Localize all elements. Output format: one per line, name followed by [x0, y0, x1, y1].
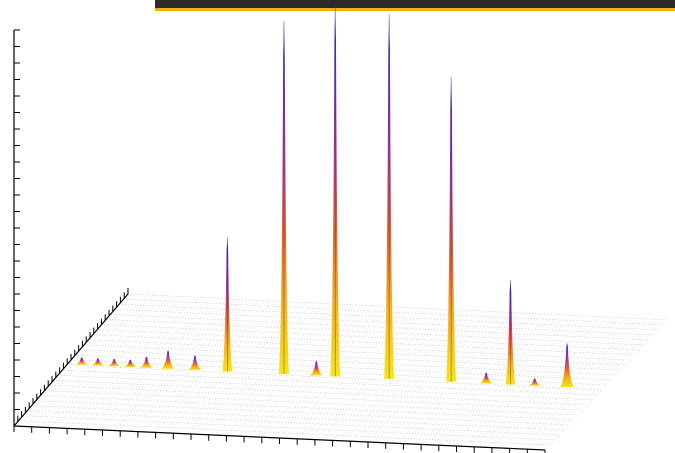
floor-grid-line [22, 415, 555, 441]
floor-grid-line [190, 302, 309, 435]
floor-grid-line [84, 297, 201, 430]
floor-grid-line [114, 308, 654, 336]
floor-grid-line [31, 294, 147, 427]
floor-grid-line [297, 307, 417, 439]
floor-grid-line [155, 300, 273, 433]
floor-grid-line [208, 303, 327, 435]
surface-peak [161, 350, 176, 369]
floor-grid-line [379, 311, 501, 443]
title-banner [155, 0, 675, 11]
floor-grid-line [320, 308, 441, 441]
floor-grid-line [521, 318, 645, 450]
floor-grid-line [61, 296, 177, 429]
floor-grid-line [75, 354, 612, 381]
floor-grid-line [110, 314, 650, 341]
floor-grid-line [267, 306, 387, 438]
floor-grid-line [356, 310, 477, 442]
floor-grid-line [243, 305, 363, 437]
floor-grid-line [261, 305, 381, 438]
floor-grid-line [31, 405, 564, 431]
floor-grid-line [84, 344, 621, 371]
floor-grid-line [456, 315, 579, 447]
floor-grid-line [285, 307, 405, 439]
floor-grid-line [361, 310, 483, 442]
floor-grid-line [338, 309, 459, 441]
surface-peak [107, 358, 122, 367]
floor-grid-line [420, 313, 543, 445]
floor-grid-line [249, 305, 369, 437]
surface-peak [90, 358, 105, 366]
floor-grid-line [527, 318, 651, 450]
surface-peak [139, 356, 154, 368]
floor-grid-line [49, 385, 583, 411]
floor-grid-line [66, 364, 602, 391]
floor-grid-line [40, 395, 574, 421]
floor-grid-line [123, 298, 664, 326]
floor-grid-line [202, 303, 321, 435]
floor-grid [13, 293, 669, 451]
floor-grid-line [314, 308, 435, 440]
surface-peak [527, 378, 542, 386]
floor-grid-line [106, 319, 645, 346]
floor-grid-line [444, 314, 567, 446]
floor-grid-line [179, 301, 297, 434]
floor-grid-line [53, 380, 588, 406]
floor-grid-line [96, 297, 213, 430]
floor-grid-line [485, 316, 609, 448]
surface-peak [309, 360, 324, 376]
floor-grid-line [533, 319, 657, 450]
floor-grid-line [232, 304, 351, 437]
surface-peak [479, 372, 494, 384]
floor-grid-line [114, 298, 231, 431]
surface-peak [74, 357, 89, 365]
floor-grid-line [35, 400, 569, 426]
floor-grid-line [497, 317, 621, 449]
floor-grid-line [479, 316, 603, 448]
floor-grid-line [43, 295, 159, 428]
floor-grid-line [302, 307, 423, 440]
floor-grid-line [62, 369, 598, 396]
floor-grid-line [102, 298, 219, 431]
floor-grid-line [27, 410, 560, 436]
floor-grid-line [373, 311, 495, 443]
floor-grid-line [184, 302, 303, 434]
floor-grid-line [367, 311, 489, 443]
surface-peak [123, 359, 138, 367]
floor-grid-line [385, 312, 507, 443]
floor-grid-line [332, 309, 453, 441]
floor-grid-line [161, 301, 279, 433]
floor-grid-line [538, 319, 663, 450]
surface-peak [187, 355, 202, 370]
floor-grid-line [44, 390, 579, 416]
floor-grid-line [214, 303, 333, 436]
floor-grid-line [196, 302, 315, 435]
floor-grid-line [79, 349, 616, 376]
axes [13, 29, 546, 453]
floor-grid-line [120, 299, 237, 431]
floor-grid-line [308, 308, 429, 440]
floor-grid-line [326, 309, 447, 441]
floor-grid-line [149, 300, 267, 433]
surface-peak [560, 342, 575, 388]
floor-grid-line [238, 304, 357, 437]
floor-grid-line [57, 374, 593, 401]
floor-grid-line [88, 339, 626, 366]
floor-grid-line [125, 299, 243, 432]
peaks [74, 4, 575, 388]
floor-grid-line [344, 310, 465, 442]
floor-grid-line [143, 300, 261, 433]
floor-grid-line [131, 299, 249, 432]
floor-grid-line [19, 294, 135, 427]
floor-grid-line [37, 294, 153, 428]
